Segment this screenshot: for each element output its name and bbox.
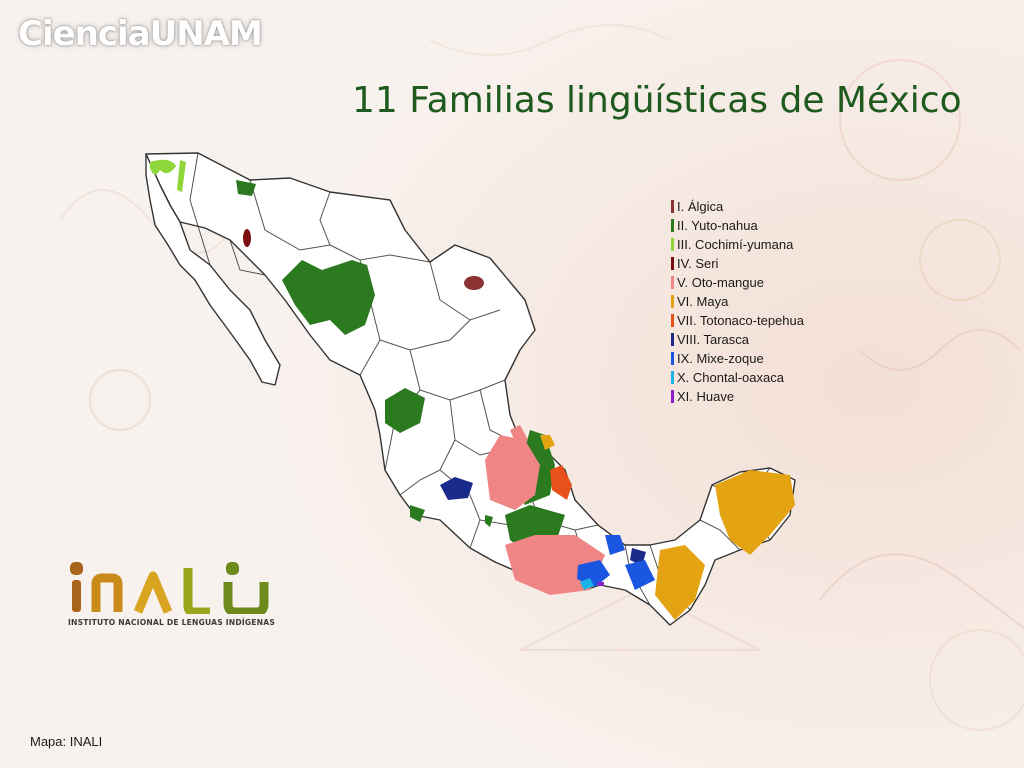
legend-item: IX. Mixe-zoque — [671, 349, 804, 368]
legend-label: III. Cochimí-yumana — [677, 237, 794, 252]
region-chontal-oaxaca — [580, 578, 594, 590]
legend-label: VII. Totonaco-tepehua — [677, 313, 804, 328]
region-seri — [243, 229, 251, 247]
legend-swatch — [671, 257, 674, 270]
legend-item: X. Chontal-oaxaca — [671, 368, 804, 387]
legend-swatch — [671, 219, 674, 232]
legend-label: V. Oto-mangue — [677, 275, 764, 290]
legend-item: VII. Totonaco-tepehua — [671, 311, 804, 330]
legend: I. Álgica II. Yuto-nahua III. Cochimí-yu… — [671, 197, 804, 406]
legend-swatch — [671, 390, 674, 403]
legend-label: IX. Mixe-zoque — [677, 351, 764, 366]
legend-swatch — [671, 200, 674, 213]
page-title: 11 Familias lingüísticas de México — [352, 80, 962, 121]
legend-swatch — [671, 276, 674, 289]
legend-label: VI. Maya — [677, 294, 729, 309]
legend-swatch — [671, 295, 674, 308]
baja-california-outline — [145, 153, 281, 386]
map-credit: Mapa: INALI — [30, 734, 103, 749]
legend-label: IV. Seri — [677, 256, 719, 271]
legend-swatch — [671, 352, 674, 365]
legend-item: V. Oto-mangue — [671, 273, 804, 292]
legend-label: VIII. Tarasca — [677, 332, 750, 347]
legend-label: I. Álgica — [677, 199, 724, 214]
legend-swatch — [671, 314, 674, 327]
legend-label: II. Yuto-nahua — [677, 218, 758, 233]
legend-label: XI. Huave — [677, 389, 735, 404]
legend-item: III. Cochimí-yumana — [671, 235, 804, 254]
region-totonaco-tepehua — [550, 465, 572, 500]
inali-logo: INSTITUTO NACIONAL DE LENGUAS INDÍGENAS — [68, 558, 278, 627]
legend-swatch — [671, 371, 674, 384]
legend-item: VIII. Tarasca — [671, 330, 804, 349]
brand-logo-text: CienciaUNAM — [18, 14, 263, 54]
region-cochimi-yumana — [150, 159, 186, 192]
region-mixe-zoque — [577, 535, 655, 590]
inali-subtitle: INSTITUTO NACIONAL DE LENGUAS INDÍGENAS — [68, 618, 275, 627]
inali-wordmark-graphic — [70, 562, 269, 614]
region-maya — [540, 435, 795, 620]
legend-swatch — [671, 333, 674, 346]
legend-item: IV. Seri — [671, 254, 804, 273]
region-algica — [464, 276, 484, 290]
legend-swatch — [671, 238, 674, 251]
region-huave — [598, 582, 604, 586]
legend-item: I. Álgica — [671, 197, 804, 216]
legend-item: XI. Huave — [671, 387, 804, 406]
legend-label: X. Chontal-oaxaca — [677, 370, 784, 385]
legend-item: VI. Maya — [671, 292, 804, 311]
region-tarasca — [440, 477, 473, 500]
legend-item: II. Yuto-nahua — [671, 216, 804, 235]
